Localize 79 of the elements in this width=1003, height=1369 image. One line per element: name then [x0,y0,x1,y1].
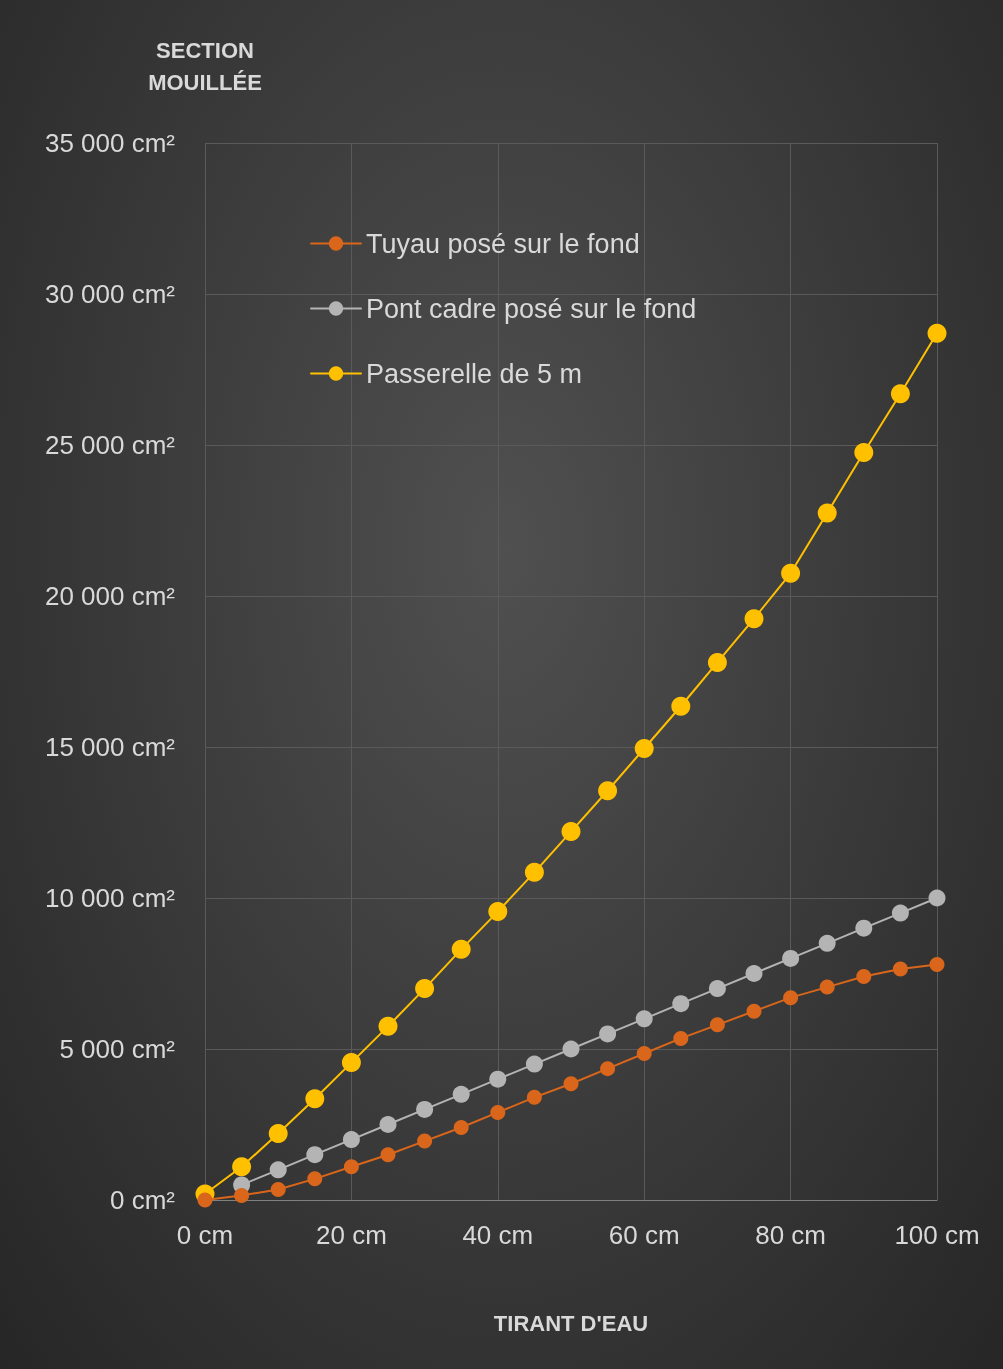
point [891,904,909,922]
legend-label: Tuyau posé sur le fond [366,228,640,259]
point [562,1040,580,1058]
x-tick-label: 100 cm [894,1220,980,1250]
point [892,961,908,977]
point [745,965,763,982]
point [671,696,691,716]
x-tick-label: 20 cm [315,1220,387,1250]
point [307,1171,323,1187]
point [269,1161,287,1179]
point [855,919,873,937]
point [379,1116,397,1133]
point [818,934,836,952]
point [378,1016,398,1036]
y-tick-label: 20 000 cm² [44,581,176,611]
point [524,862,544,882]
point [268,1124,288,1144]
point [819,979,835,995]
point [635,1010,653,1028]
point [782,949,800,967]
point [636,1046,652,1062]
point [783,990,799,1006]
point [709,1017,725,1033]
point [270,1181,286,1197]
point [854,443,874,463]
point [341,1053,361,1073]
y-tick-label: 30 000 cm² [44,279,176,309]
point [197,1192,213,1208]
point [415,979,435,999]
point [600,1061,616,1077]
point [890,384,910,404]
point [306,1146,324,1164]
point [707,652,727,672]
point [232,1157,252,1177]
point [928,889,946,907]
point [563,1076,579,1092]
point [746,1003,762,1019]
point [416,1100,434,1118]
point [234,1187,250,1203]
y-tick-label: 25 000 cm² [44,430,176,460]
x-tick-label: 60 cm [608,1220,680,1250]
point [417,1133,433,1149]
point [927,323,947,343]
point [342,1131,360,1149]
point [856,969,872,985]
point [490,1104,506,1120]
point [708,980,726,998]
point [561,822,581,842]
x-tick-label: 80 cm [755,1220,827,1250]
point [672,995,690,1013]
point [489,1070,507,1088]
legend-label: Pont cadre posé sur le fond [366,293,697,324]
point [634,739,654,758]
point [817,503,837,523]
point [525,1055,543,1073]
y-tick-label: 15 000 cm² [44,732,176,762]
legend-label: Passerelle de 5 m [366,358,583,389]
y-axis-title: SECTION MOUILLÉE [148,37,262,95]
x-axis-title: TIRANT D'EAU [493,1310,649,1336]
point [452,1085,470,1103]
point [929,956,945,972]
point [343,1159,359,1175]
point [451,939,471,959]
point [380,1147,396,1163]
point [488,902,508,922]
point [526,1089,542,1105]
y-tick-label: 10 000 cm² [44,883,176,913]
point [305,1089,325,1109]
point [599,1025,617,1043]
x-tick-label: 40 cm [462,1220,534,1250]
point [781,563,801,583]
point [453,1120,469,1136]
point [598,781,618,801]
y-tick-label: 5 000 cm² [59,1034,176,1064]
point [673,1030,689,1046]
y-tick-label: 35 000 cm² [44,128,176,158]
point [744,609,764,629]
x-tick-label: 0 cm [176,1220,234,1250]
y-tick-label: 0 cm² [110,1185,176,1215]
